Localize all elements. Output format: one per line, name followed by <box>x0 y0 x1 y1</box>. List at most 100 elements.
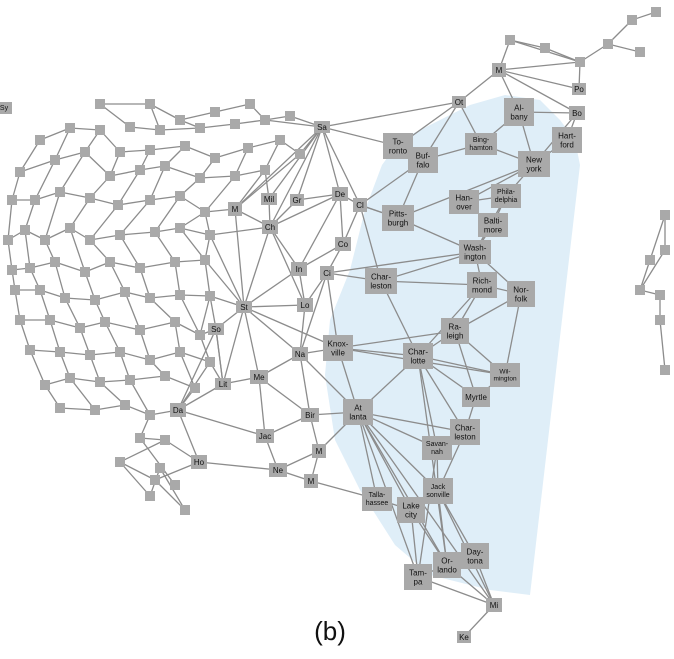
node-box-m_ne <box>492 63 506 77</box>
node-unlabeled-11 <box>35 135 45 145</box>
node-label-line: Talla- <box>369 492 386 499</box>
edge-u20-m_mid <box>234 153 301 210</box>
node-label-line: Rich- <box>473 276 492 285</box>
node-knoxville: Knox-ville <box>323 335 353 361</box>
node-label-newyork: New york <box>526 155 543 173</box>
node-label-me: Me <box>253 373 265 382</box>
node-unlabeled-62 <box>205 291 215 301</box>
edge-u98-u101 <box>607 43 641 53</box>
node-label-co: Co <box>338 240 349 249</box>
node-label-line: Char- <box>408 347 428 356</box>
node-st: St <box>236 301 252 313</box>
node-label-baltimore: Balti-more <box>484 216 503 234</box>
node-label-line: tona <box>467 556 483 565</box>
node-unlabeled-17 <box>210 153 220 163</box>
node-unlabeled-50 <box>80 267 90 277</box>
edge-u70-u77 <box>29 349 46 386</box>
edge-u11-u21 <box>19 139 41 173</box>
node-label-line: Char- <box>455 423 475 432</box>
node-charlotte: Char-lotte <box>403 343 433 369</box>
node-label-line: falo <box>417 160 430 169</box>
node-label-washington: Wash-ington <box>464 243 487 261</box>
node-label-raleigh: Ra-leigh <box>447 322 464 340</box>
node-jacksonville: Jack sonville <box>423 478 453 504</box>
node-myrtle: Myrtle <box>462 387 490 407</box>
node-unlabeled-106 <box>655 315 665 325</box>
node-unlabeled-77 <box>40 380 50 390</box>
node-label-line: Bir <box>305 411 315 420</box>
node-unlabeled-82 <box>190 383 200 393</box>
node-unlabeled-6 <box>155 125 165 135</box>
node-box-tallahassee <box>362 487 392 511</box>
edge-u17-u18 <box>214 147 249 159</box>
edge-u12-u22 <box>54 127 71 161</box>
node-unlabeled-0 <box>95 99 105 109</box>
node-tampa: Tam-pa <box>404 564 432 590</box>
node-label-line: Da <box>173 406 184 415</box>
edge-ch-lo <box>269 226 306 306</box>
node-ci: Ci <box>320 266 334 280</box>
node-box-charleston_wv <box>365 268 397 294</box>
node-label-m_south: M <box>316 447 323 456</box>
edge-in-st <box>243 268 300 308</box>
node-unlabeled-26 <box>160 161 170 171</box>
node-label-lit: Lit <box>219 380 228 389</box>
node-unlabeled-96 <box>540 43 550 53</box>
node-label-line: Ch <box>265 223 275 232</box>
edge-u97-m_ne <box>498 61 581 71</box>
node-baltimore: Balti-more <box>478 213 508 237</box>
node-box-na <box>292 347 308 361</box>
node-unlabeled-16 <box>180 141 190 151</box>
node-label-line: Nor- <box>513 285 529 294</box>
node-unlabeled-79 <box>95 377 105 387</box>
edge-atlanta-jacksonville <box>357 411 439 492</box>
node-box-jacksonville <box>423 478 453 504</box>
node-box-washington <box>459 240 491 264</box>
node-box-savannah <box>422 436 452 460</box>
node-box-atlanta <box>343 399 373 425</box>
edge-u30-u38 <box>7 199 13 241</box>
edge-u108-u104 <box>639 249 666 291</box>
node-label-da: Da <box>173 406 184 415</box>
edge-st-lo <box>243 304 306 308</box>
node-unlabeled-57 <box>60 293 70 303</box>
node-wilmington: Wil-mington <box>490 363 520 387</box>
edge-u88-u89 <box>119 439 166 463</box>
caption: (b) <box>314 616 346 646</box>
node-label-pittsburgh: Pitts-burgh <box>388 209 408 227</box>
node-label-line: hassee <box>366 499 389 506</box>
node-box-ne <box>269 463 287 477</box>
node-label-line: Or- <box>441 556 453 565</box>
node-label-line: Ra- <box>449 322 462 331</box>
node-label-line: over <box>456 202 472 211</box>
node-box-in <box>291 262 307 276</box>
edge-ci-na <box>299 272 328 355</box>
node-box-cl <box>353 198 367 212</box>
node-bir: Bir <box>301 408 319 422</box>
node-label-cl: Cl <box>356 201 364 210</box>
node-lo: Lo <box>297 298 313 312</box>
node-unlabeled-5 <box>125 122 135 132</box>
edge-atlanta-mi <box>357 411 495 606</box>
node-label-line: delphia <box>495 196 518 203</box>
node-label-ke: Ke <box>459 633 469 642</box>
edge-u61-u69 <box>179 294 201 336</box>
node-tallahassee: Talla-hassee <box>362 487 392 511</box>
node-label-daytona: Day-tona <box>467 547 484 565</box>
node-unlabeled-48 <box>25 263 35 273</box>
node-box-pittsburgh <box>382 205 414 231</box>
node-box-gr <box>290 194 304 206</box>
node-label-line: ronto <box>389 146 408 155</box>
node-label-orlando: Or-lando <box>437 556 457 574</box>
edge-u80-u86 <box>129 379 151 416</box>
edge-sa-de <box>321 126 341 195</box>
node-lit: Lit <box>215 378 231 390</box>
node-unlabeled-76 <box>205 357 215 367</box>
edge-u67-u68 <box>139 321 176 331</box>
node-label-line: Wash- <box>464 243 487 252</box>
edge-u25-u34 <box>117 169 141 206</box>
node-label-line: Na <box>295 350 306 359</box>
node-hartford: Hart-ford <box>552 127 582 153</box>
node-mi: Mi <box>486 598 502 612</box>
node-unlabeled-15 <box>145 145 155 155</box>
